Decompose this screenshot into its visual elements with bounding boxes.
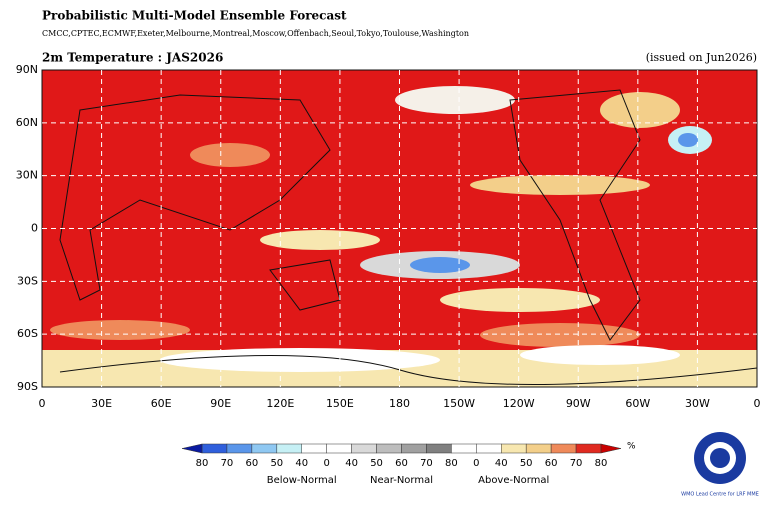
lat-label: 90N bbox=[16, 63, 38, 76]
colorbar-swatch bbox=[501, 443, 527, 454]
colorbar-tick: 60 bbox=[246, 458, 259, 469]
colorbar-category: Below-Normal bbox=[267, 475, 337, 486]
colorbar-swatch bbox=[351, 443, 377, 454]
lon-label: 90E bbox=[210, 397, 231, 410]
colorbar-swatch bbox=[525, 443, 552, 454]
lon-label: 120W bbox=[503, 397, 535, 410]
logo-text: WMO Lead Centre for LRF MME bbox=[681, 492, 759, 498]
colorbar-swatch bbox=[476, 443, 502, 454]
colorbar-tick: 70 bbox=[420, 458, 433, 469]
lon-label: 0 bbox=[754, 397, 761, 410]
colorbar-tick: 80 bbox=[196, 458, 209, 469]
lat-label: 60S bbox=[17, 327, 38, 340]
colorbar-tick: 50 bbox=[520, 458, 533, 469]
lon-label: 180 bbox=[389, 397, 410, 410]
models: CMCC,CPTEC,ECMWF,Exeter,Melbourne,Montre… bbox=[42, 29, 469, 38]
lon-label: 120E bbox=[266, 397, 294, 410]
lon-label: 90W bbox=[566, 397, 591, 410]
colorbar-tick: 80 bbox=[445, 458, 458, 469]
colorbar-swatch bbox=[276, 443, 302, 454]
colorbar-swatch bbox=[550, 443, 577, 454]
colorbar-low bbox=[181, 443, 203, 454]
colorbar-swatch bbox=[451, 443, 477, 454]
colorbar-tick: 50 bbox=[370, 458, 383, 469]
lon-label: 150E bbox=[326, 397, 354, 410]
lon-label: 30W bbox=[685, 397, 710, 410]
lon-label: 150W bbox=[443, 397, 475, 410]
colorbar-tick: 0 bbox=[473, 458, 479, 469]
colorbar-tick: 40 bbox=[345, 458, 358, 469]
colorbar-swatch bbox=[226, 443, 253, 454]
lat-label: 60N bbox=[16, 116, 38, 129]
colorbar-tick: 50 bbox=[270, 458, 283, 469]
lon-label: 30E bbox=[91, 397, 112, 410]
lat-label: 90S bbox=[17, 380, 38, 393]
colorbar-tick: 70 bbox=[221, 458, 234, 469]
colorbar-tick: 40 bbox=[295, 458, 308, 469]
colorbar-high bbox=[600, 443, 622, 454]
colorbar-swatch bbox=[326, 443, 352, 454]
colorbar-tick: 80 bbox=[595, 458, 608, 469]
colorbar-category: Near-Normal bbox=[370, 475, 433, 486]
lat-label: 0 bbox=[31, 222, 38, 235]
lon-label: 60W bbox=[625, 397, 650, 410]
colorbar-tick: 60 bbox=[545, 458, 558, 469]
colorbar-tick: 0 bbox=[324, 458, 330, 469]
colorbar-swatch bbox=[301, 443, 327, 454]
issued: (issued on Jun2026) bbox=[646, 51, 757, 64]
lat-label: 30N bbox=[16, 169, 38, 182]
lon-label: 0 bbox=[39, 397, 46, 410]
title: Probabilistic Multi-Model Ensemble Forec… bbox=[42, 9, 347, 23]
colorbar-tick: 70 bbox=[570, 458, 583, 469]
lat-label: 30S bbox=[17, 274, 38, 287]
colorbar-swatch bbox=[401, 443, 427, 454]
colorbar-swatch bbox=[201, 443, 228, 454]
map-title: 2m Temperature : JAS2026 bbox=[42, 51, 223, 65]
colorbar-swatch bbox=[251, 443, 278, 454]
colorbar-swatch bbox=[376, 443, 402, 454]
colorbar-unit: % bbox=[627, 442, 636, 452]
lon-label: 60E bbox=[151, 397, 172, 410]
colorbar-tick: 60 bbox=[395, 458, 408, 469]
colorbar-category: Above-Normal bbox=[478, 475, 549, 486]
wmo-logo: WMO Lead Centre for LRF MME bbox=[681, 432, 759, 498]
colorbar-swatch bbox=[575, 443, 602, 454]
colorbar-tick: 40 bbox=[495, 458, 508, 469]
colorbar-swatch bbox=[426, 443, 452, 454]
